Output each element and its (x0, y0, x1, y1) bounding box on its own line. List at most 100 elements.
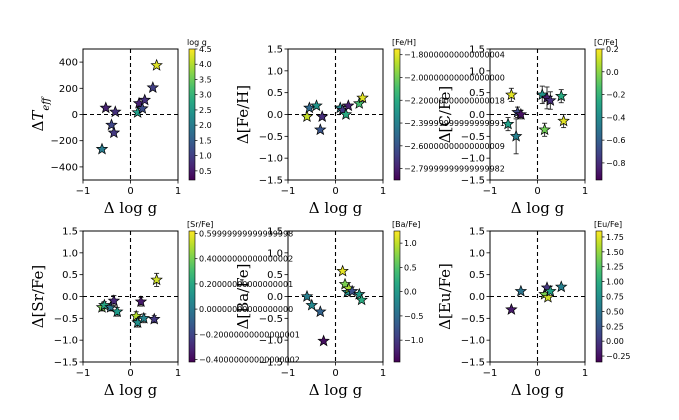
colorbar (595, 48, 603, 181)
y-tick-label: 1.5 (62, 227, 78, 238)
data-point-star (146, 81, 160, 93)
y-tick-label: 1.0 (469, 66, 485, 77)
colorbar-tick-label: 0.40000000000000002 (199, 255, 293, 264)
colorbar-tick-label: 0.59999999999999998 (199, 230, 293, 239)
data-point-star (501, 117, 515, 130)
data-point-star (104, 300, 117, 313)
y-tick-label: 0.0 (267, 292, 283, 303)
colorbar-tick-label: −0.6 (606, 136, 625, 145)
data-point-star (544, 93, 557, 106)
x-tick-label: −1 (76, 368, 91, 379)
x-tick-label: 1 (380, 186, 386, 197)
colorbar (393, 48, 401, 181)
x-axis-label: Δ log g (309, 381, 363, 399)
data-point-star (150, 58, 163, 71)
colorbar (393, 230, 401, 363)
data-point-star (138, 93, 152, 106)
data-point-star (356, 91, 369, 104)
x-tick-label: 1 (175, 186, 181, 197)
colorbar-title: [Eu/Fe] (594, 220, 622, 229)
colorbar-tick-label: 0.00000000000000000 (199, 305, 293, 314)
data-point-star (300, 110, 314, 122)
colorbar-tick-label: 2.0 (199, 121, 212, 130)
y-tick-label: −400 (51, 162, 78, 173)
colorbar-tick-label: 0.25 (606, 322, 624, 331)
colorbar-tick-label: −2.79999999999999982 (404, 165, 505, 174)
colorbar-tick-label: −0.25 (606, 352, 631, 361)
x-tick-label: 0 (534, 368, 540, 379)
y-tick-label: −1.5 (461, 358, 485, 369)
data-point-star (150, 273, 163, 286)
colorbar-tick-label: 0.0 (606, 68, 619, 77)
data-point-star (554, 89, 568, 102)
x-tick-label: 1 (582, 368, 588, 379)
colorbar-tick-label: 3.0 (199, 91, 212, 100)
y-tick-label: 0.5 (469, 88, 485, 99)
data-point-star (514, 284, 528, 297)
colorbar-tick-label: 1.0 (404, 239, 417, 248)
data-point-star (538, 123, 551, 136)
colorbar (188, 230, 196, 363)
data-point-star (107, 294, 121, 307)
colorbar (188, 48, 196, 181)
y-tick-label: −1.0 (54, 336, 78, 347)
data-point-star (107, 126, 121, 139)
colorbar-tick-label: 2.5 (199, 106, 212, 115)
data-point-star (505, 303, 518, 315)
y-tick-label: 1.0 (267, 248, 283, 259)
data-point-star (352, 287, 366, 300)
colorbar-tick-label: 0.5 (199, 167, 212, 176)
colorbar-tick-label: 1.50 (606, 248, 624, 257)
data-point-star (314, 305, 327, 318)
colorbar-tick-label: 4.5 (199, 45, 212, 54)
panel-6: −1 0 1 −1.5 −1.0 −0.5 0.0 0.5 1.0 1.5 Δ log g Δ[Eu/… (436, 220, 631, 399)
colorbar-tick-label: 0.0 (404, 288, 417, 297)
y-axis-label: Δ[Fe/H] (234, 85, 252, 144)
data-point-star (535, 88, 549, 101)
y-tick-label: 0.0 (62, 292, 78, 303)
colorbar-tick-label: −0.8 (606, 159, 625, 168)
panel-4: −1 0 1 −1.5 −1.0 −0.5 0.0 0.5 1.0 1.5 Δ log g Δ[Sr/… (29, 220, 300, 399)
colorbar-tick-label: −0.2 (606, 91, 625, 100)
x-tick-label: 1 (175, 368, 181, 379)
y-tick-label: 0.5 (62, 270, 78, 281)
y-tick-label: −1.5 (259, 176, 283, 187)
x-tick-label: −1 (76, 186, 91, 197)
x-tick-label: −1 (483, 186, 498, 197)
x-tick-label: 0 (534, 186, 540, 197)
y-tick-label: 1.0 (469, 248, 485, 259)
data-point-star (137, 311, 151, 324)
y-axis-label-main: Δ (29, 120, 47, 131)
panel-5: −1 0 1 −1.5 −1.0 −0.5 0.0 0.5 1.0 1.5 Δ log g Δ[Ba/… (234, 220, 423, 399)
data-point-star (339, 107, 353, 120)
data-point-star (314, 123, 327, 136)
colorbar-tick-label: −2.20000000000000018 (404, 96, 505, 105)
y-tick-label: 0.5 (469, 270, 485, 281)
colorbar-tick-label: −1.80000000000000004 (404, 51, 505, 60)
data-point-star (505, 88, 518, 101)
y-tick-label: −0.5 (461, 132, 485, 143)
data-point-star (544, 284, 557, 297)
y-tick-label: 1.5 (469, 45, 485, 56)
y-axis-label: ΔTeff (29, 96, 52, 132)
x-tick-label: 0 (332, 368, 338, 379)
data-point-star (315, 110, 329, 122)
data-point-star (554, 280, 568, 293)
x-tick-label: −1 (281, 368, 296, 379)
x-axis-label: Δ log g (309, 199, 363, 217)
colorbar-title: [C/Fe] (594, 38, 618, 47)
y-tick-label: 0.5 (267, 88, 283, 99)
data-point-star (98, 298, 111, 311)
y-tick-label: −1.5 (259, 358, 283, 369)
y-tick-label: 400 (59, 58, 78, 69)
colorbar-tick-label: 1.0 (199, 152, 212, 161)
colorbar-tick-label: 0.5 (404, 263, 417, 272)
y-tick-label: −0.5 (54, 314, 78, 325)
y-tick-label: −0.5 (461, 314, 485, 325)
y-axis-label: Δ[C/Fe] (436, 86, 454, 144)
y-axis-label: Δ[Eu/Fe] (436, 263, 454, 330)
y-axis-label-subscript: eff (41, 96, 52, 111)
colorbar-title: log g (187, 38, 207, 47)
colorbar-tick-label: 0.2 (606, 45, 619, 54)
